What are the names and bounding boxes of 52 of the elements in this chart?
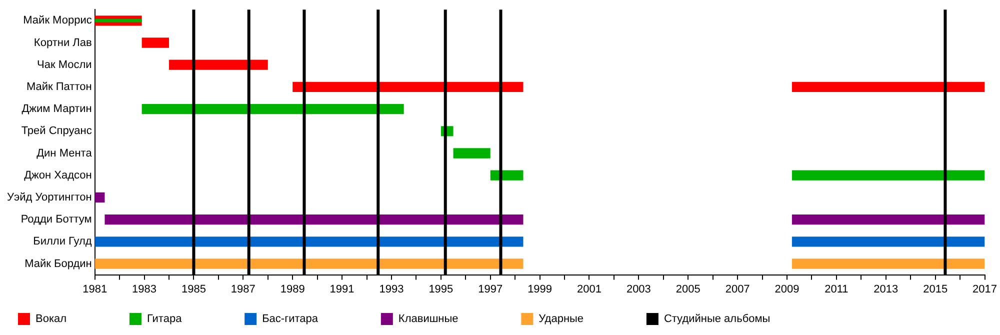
- x-tick-label: 1991: [330, 283, 354, 296]
- y-tick-label: Майк Моррис: [23, 14, 92, 27]
- x-tick-label: 2011: [824, 283, 848, 296]
- legend-label: Ударные: [538, 313, 632, 326]
- bar: [169, 60, 268, 70]
- y-tick-label: Джон Хадсон: [24, 169, 92, 182]
- y-tick-label: Кортни Лав: [34, 36, 92, 49]
- bar: [94, 192, 105, 203]
- legend-label: Студийные альбомы: [664, 313, 770, 326]
- x-tick-label: 2013: [874, 283, 898, 296]
- x-tick-label: 1987: [230, 283, 256, 296]
- x-tick-label: 1993: [379, 283, 404, 296]
- bar: [792, 214, 985, 225]
- x-tick-label: 1983: [132, 283, 157, 296]
- x-tick-label: 2003: [626, 283, 651, 296]
- y-tick-label: Родди Боттум: [20, 214, 92, 226]
- y-tick-label: Дин Мента: [36, 147, 93, 160]
- bar: [142, 104, 404, 114]
- x-tick-label: 2009: [774, 283, 800, 296]
- bar: [94, 236, 524, 247]
- bar: [453, 148, 490, 158]
- bar: [792, 236, 985, 247]
- x-tick-label: 1997: [478, 283, 503, 296]
- x-tick-label: 1999: [528, 283, 552, 296]
- y-tick-label: Джим Мартин: [22, 103, 92, 116]
- y-tick-label: Майк Бордин: [24, 258, 92, 270]
- legend-label: Клавишные: [398, 313, 508, 326]
- x-tick-label: 2017: [972, 283, 998, 296]
- x-tick-label: 2005: [676, 283, 700, 296]
- x-tick-label: 2001: [577, 283, 602, 296]
- x-tick-label: 1995: [428, 283, 454, 296]
- legend-label: Гитара: [146, 313, 231, 326]
- legend-label: Вокал: [36, 313, 116, 326]
- bar: [292, 82, 524, 92]
- x-tick-label: 1985: [181, 283, 206, 296]
- bar: [792, 82, 985, 92]
- bar: [94, 18, 142, 22]
- x-tick-label: 2007: [725, 283, 750, 296]
- bar: [792, 170, 985, 180]
- bar: [142, 38, 169, 48]
- bar: [104, 214, 524, 225]
- y-tick-label: Чак Мосли: [37, 58, 92, 71]
- y-tick-label: Трей Спруанс: [21, 125, 92, 138]
- x-tick-label: 1989: [280, 283, 305, 296]
- bar: [792, 258, 985, 269]
- y-tick-label: Майк Паттон: [26, 80, 92, 93]
- x-tick-label: 2015: [923, 283, 948, 296]
- legend-label: Бас-гитара: [262, 313, 367, 326]
- bar: [94, 258, 524, 269]
- y-tick-label: Уэйд Уортингтон: [7, 191, 92, 204]
- x-tick-label: 1981: [82, 283, 108, 296]
- y-tick-label: Билли Гулд: [33, 236, 92, 248]
